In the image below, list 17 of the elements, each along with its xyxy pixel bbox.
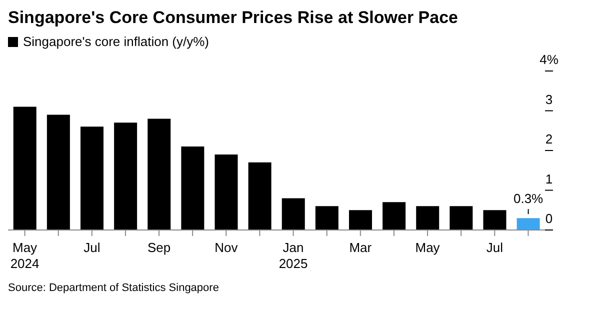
x-tick-label: Jan 2025 [278, 240, 308, 271]
x-tick-label: May 2024 [10, 240, 40, 271]
x-tick-label: Mar [349, 240, 372, 255]
y-tick-label: 4% [540, 52, 559, 67]
x-tick-label: Jul [486, 240, 504, 255]
x-tick-label: May [415, 240, 440, 255]
legend-label: Singapore's core inflation (y/y%) [23, 34, 210, 49]
y-tick-label: 2 [545, 132, 553, 146]
y-tick-label: 1 [545, 171, 553, 186]
x-tick-label: Nov [214, 240, 238, 255]
source-note: Source: Department of Statistics Singapore [8, 282, 220, 294]
data-label: 0.3% [513, 191, 544, 206]
x-tick-label: Jul [84, 240, 100, 255]
y-tick-label: 3 [545, 92, 553, 107]
chart-title: Singapore's Core Consumer Prices Rise at Slower Pace [8, 8, 459, 28]
y-tick-label: 0 [545, 211, 553, 226]
x-tick-label: Sep [147, 240, 171, 255]
